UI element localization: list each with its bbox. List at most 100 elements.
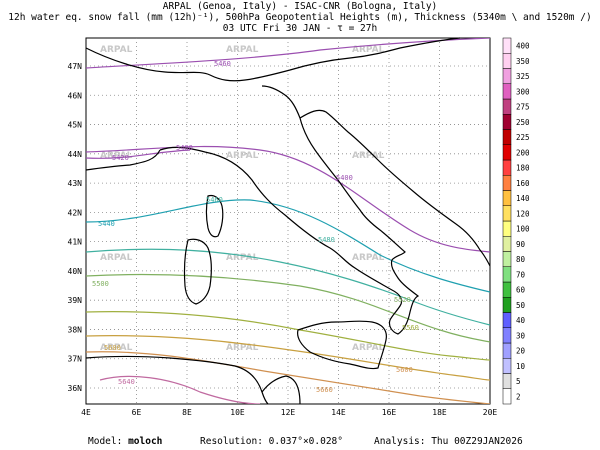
colorbar-swatch <box>502 68 512 84</box>
lat-tick-label: 45N <box>68 121 83 130</box>
contour-label: 5480 <box>318 236 335 244</box>
contour-label: 5660 <box>316 386 333 394</box>
contour-label: 5420 <box>112 154 129 162</box>
contour-label: 5440 <box>98 220 115 228</box>
lon-tick-label: 16E <box>382 408 397 417</box>
colorbar-label: 120 <box>516 209 530 218</box>
axis-labels: 4E 6E 8E 10E 12E 14E 16E 18E 20E 36N 37N 38N 39N 40N 4… <box>68 62 498 417</box>
lat-tick-label: 42N <box>68 208 83 217</box>
lon-tick-label: 6E <box>132 408 142 417</box>
watermark-text: ARPAL <box>352 253 385 263</box>
contour-labels: 5460 5400 5400 5420 5440 5460 5480 5500 … <box>92 60 419 394</box>
watermark-text: ARPAL <box>100 151 133 161</box>
lat-tick-label: 39N <box>68 296 83 305</box>
lat-tick-label: 47N <box>68 62 83 71</box>
colorbar-swatch <box>502 251 512 267</box>
footer-model-value: moloch <box>128 436 163 447</box>
watermark-text: ARPAL <box>352 45 385 55</box>
lon-tick-label: 12E <box>281 408 296 417</box>
colorbar-swatch <box>502 114 512 130</box>
colorbar-label: 80 <box>516 255 526 264</box>
colorbar-label: 40 <box>516 316 526 325</box>
watermark-text: ARPAL <box>100 343 133 353</box>
lat-tick-label: 38N <box>68 325 83 334</box>
contour-label: 5520 <box>394 296 411 304</box>
lon-tick-label: 18E <box>432 408 447 417</box>
colorbar-swatch <box>502 373 512 389</box>
colorbar-label: 350 <box>516 57 530 66</box>
lat-tick-label: 36N <box>68 384 83 393</box>
contour-5500 <box>86 311 490 361</box>
colorbar-swatch <box>502 220 512 237</box>
colorbar: 2 5 10 20 30 40 50 60 70 80 90 100 120 140 160 180 200 22… <box>502 37 530 405</box>
lat-tick-label: 37N <box>68 355 83 364</box>
contour-label: 5460 <box>206 196 223 204</box>
contour-label: 5560 <box>402 324 419 332</box>
colorbar-label: 50 <box>516 301 526 310</box>
colorbar-swatch <box>502 236 512 252</box>
colorbar-swatch <box>502 37 512 54</box>
colorbar-label: 10 <box>516 362 526 371</box>
watermark-group: ARPAL ARPAL ARPAL ARPAL ARPAL ARPAL ARPAL ARPAL… <box>100 45 385 353</box>
coast-sardinia <box>183 238 212 305</box>
colorbar-swatch <box>502 312 512 328</box>
watermark-text: ARPAL <box>226 343 259 353</box>
colorbar-label: 160 <box>516 179 530 188</box>
colorbar-label: 5 <box>516 377 521 386</box>
lat-tick-label: 46N <box>68 91 83 100</box>
title-line-3: 03 UTC Fri 30 JAN - τ = 27h <box>222 23 378 34</box>
coastlines <box>85 37 491 405</box>
colorbar-swatch <box>502 175 512 191</box>
colorbar-label: 100 <box>516 225 530 234</box>
colorbar-swatch <box>502 129 512 145</box>
watermark-text: ARPAL <box>352 343 385 353</box>
lat-tick-label: 41N <box>68 238 83 247</box>
colorbar-swatch <box>502 388 512 405</box>
watermark-text: ARPAL <box>226 151 259 161</box>
contour-5600 <box>86 351 490 404</box>
watermark-text: ARPAL <box>100 45 133 55</box>
colorbar-swatch <box>502 190 512 206</box>
map-frame <box>85 37 491 405</box>
colorbar-swatch <box>502 53 512 69</box>
colorbar-label: 325 <box>516 72 530 81</box>
contour-label: 5460 <box>214 60 231 68</box>
colorbar-label: 275 <box>516 103 530 112</box>
coast-tunisia <box>261 375 301 405</box>
contour-label: 5400 <box>176 144 193 152</box>
contour-label: 5400 <box>336 174 353 182</box>
colorbar-swatch <box>502 83 512 100</box>
watermark-text: ARPAL <box>100 253 133 263</box>
lat-tick-label: 44N <box>68 150 83 159</box>
coast-sicily <box>297 320 387 370</box>
lon-tick-label: 20E <box>483 408 498 417</box>
colorbar-label: 90 <box>516 240 526 249</box>
title-line-1: ARPAL (Genoa, Italy) - ISAC-CNR (Bologna… <box>162 1 438 12</box>
contour-5560 <box>86 335 490 381</box>
colorbar-swatch <box>502 358 512 374</box>
contour-5460b <box>86 248 490 326</box>
colorbar-label: 225 <box>516 133 530 142</box>
colorbar-label: 400 <box>516 42 530 51</box>
colorbar-label: 30 <box>516 331 526 340</box>
lat-tick-label: 43N <box>68 179 83 188</box>
colorbar-swatch <box>502 144 512 161</box>
colorbar-swatch <box>502 266 512 283</box>
colorbar-swatch <box>502 205 512 222</box>
lat-tick-label: 40N <box>68 267 83 276</box>
colorbar-label: 200 <box>516 148 530 157</box>
contour-5440 <box>86 199 490 293</box>
contour-label: 5640 <box>118 378 135 386</box>
coast-corsica <box>205 194 224 238</box>
colorbar-swatch <box>502 98 512 115</box>
footer-resolution: Resolution: 0.037°×0.028° <box>200 436 343 447</box>
colorbar-label: 300 <box>516 87 530 96</box>
colorbar-swatch <box>502 281 512 298</box>
coast-africa <box>85 355 269 405</box>
footer-analysis: Analysis: Thu 00Z29JAN2026 <box>374 436 523 447</box>
colorbar-swatch <box>502 327 512 344</box>
footer-model-label: Model: <box>88 436 123 447</box>
lon-tick-label: 8E <box>182 408 192 417</box>
contour-label: 5600 <box>104 344 121 352</box>
